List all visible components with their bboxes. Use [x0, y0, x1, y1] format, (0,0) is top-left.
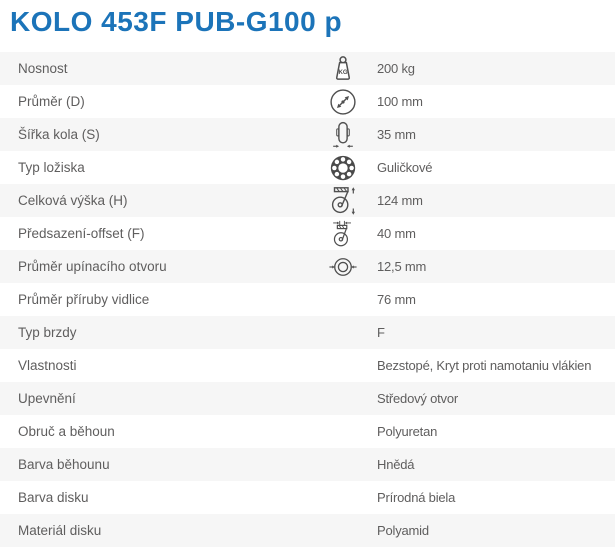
- spec-label: Průměr upínacího otvoru: [18, 259, 167, 274]
- wheel-width-icon: [319, 118, 367, 151]
- spec-value: 100 mm: [377, 94, 423, 109]
- spec-label: Průměr příruby vidlice: [18, 292, 150, 307]
- spec-value: 35 mm: [377, 127, 416, 142]
- bolt-hole-diameter-icon: [319, 250, 367, 283]
- diameter-icon: [319, 85, 367, 118]
- icon-spacer: [319, 448, 367, 481]
- spec-row: Typ ložiska Guličkové: [0, 151, 615, 184]
- spec-value: Hnědá: [377, 457, 415, 472]
- caster-height-icon: [319, 184, 367, 217]
- spec-value: Guličkové: [377, 160, 433, 175]
- spec-row: Nosnost KG 200 kg: [0, 52, 615, 85]
- spec-label: Barva disku: [18, 490, 89, 505]
- spec-label: Vlastnosti: [18, 358, 77, 373]
- spec-value: Prírodná biela: [377, 490, 456, 505]
- spec-label: Typ brzdy: [18, 325, 77, 340]
- spec-value: 76 mm: [377, 292, 416, 307]
- spec-row: Barva běhounu Hnědá: [0, 448, 615, 481]
- icon-spacer: [319, 481, 367, 514]
- spec-value: 200 kg: [377, 61, 415, 76]
- spec-row: Materiál disku Polyamid: [0, 514, 615, 547]
- spec-row: Šířka kola (S) 35 mm: [0, 118, 615, 151]
- spec-label: Šířka kola (S): [18, 127, 100, 142]
- icon-spacer: [319, 415, 367, 448]
- spec-value: 124 mm: [377, 193, 423, 208]
- weight-kg-icon: KG: [319, 52, 367, 85]
- spec-label: Obruč a běhoun: [18, 424, 115, 439]
- spec-label: Nosnost: [18, 61, 68, 76]
- spec-row: Barva disku Prírodná biela: [0, 481, 615, 514]
- spec-label: Průměr (D): [18, 94, 85, 109]
- spec-row: Obruč a běhoun Polyuretan: [0, 415, 615, 448]
- spec-value: Bezstopé, Kryt proti namotaniu vlákien: [377, 358, 592, 373]
- icon-spacer: [319, 283, 367, 316]
- caster-offset-icon: [319, 217, 367, 250]
- spec-value: Polyuretan: [377, 424, 438, 439]
- spec-value: F: [377, 325, 385, 340]
- ball-bearing-icon: [319, 151, 367, 184]
- spec-label: Celková výška (H): [18, 193, 128, 208]
- spec-value: Polyamid: [377, 523, 429, 538]
- icon-spacer: [319, 382, 367, 415]
- icon-spacer: [319, 349, 367, 382]
- spec-value: Středový otvor: [377, 391, 459, 406]
- icon-spacer: [319, 514, 367, 547]
- spec-label: Předsazení-offset (F): [18, 226, 145, 241]
- kg-icon-label: KG: [338, 69, 347, 76]
- spec-row: Vlastnosti Bezstopé, Kryt proti namotani…: [0, 349, 615, 382]
- spec-row: Upevnění Středový otvor: [0, 382, 615, 415]
- spec-row: Typ brzdy F: [0, 316, 615, 349]
- spec-value: 40 mm: [377, 226, 416, 241]
- spec-label: Upevnění: [18, 391, 76, 406]
- spec-value: 12,5 mm: [377, 259, 427, 274]
- spec-table: Nosnost KG 200 kg Průměr (D): [0, 52, 615, 547]
- spec-label: Typ ložiska: [18, 160, 85, 175]
- spec-row: Průměr (D) 100 mm: [0, 85, 615, 118]
- spec-label: Materiál disku: [18, 523, 102, 538]
- spec-row: Průměr upínacího otvoru 12,5 mm: [0, 250, 615, 283]
- spec-row: Celková výška (H) 124 mm: [0, 184, 615, 217]
- page-title: KOLO 453F PUB-G100 p: [10, 6, 343, 37]
- icon-spacer: [319, 316, 367, 349]
- spec-label: Barva běhounu: [18, 457, 110, 472]
- spec-row: Průměr příruby vidlice 76 mm: [0, 283, 615, 316]
- spec-row: Předsazení-offset (F) 40 mm: [0, 217, 615, 250]
